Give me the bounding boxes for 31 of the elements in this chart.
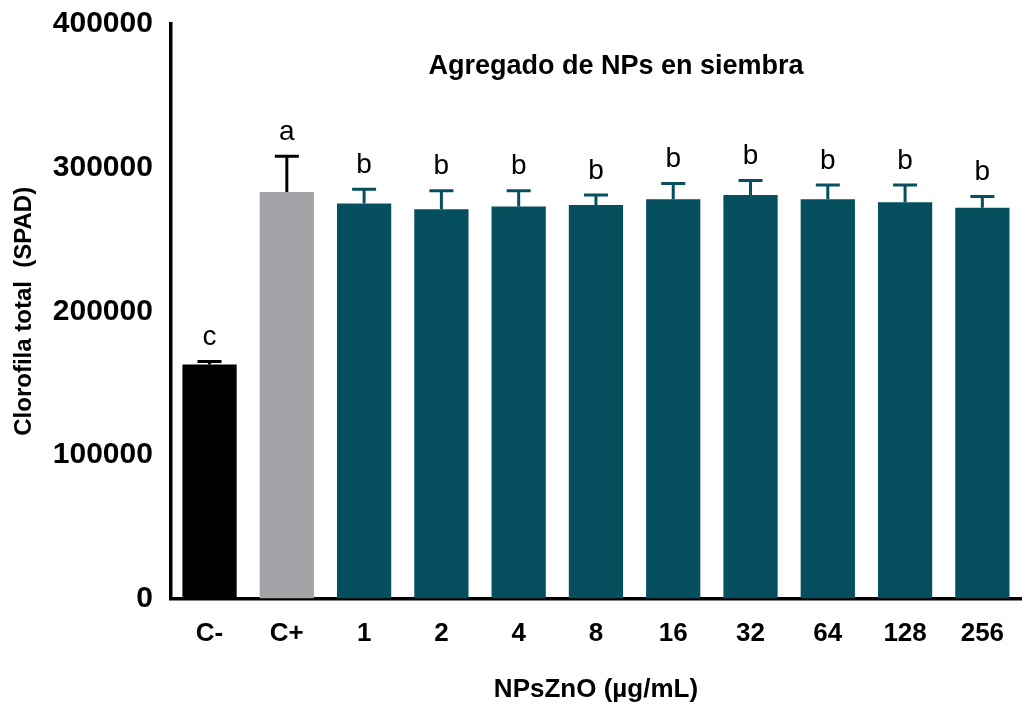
annotation: a: [279, 114, 296, 146]
x-tick-label: 4: [511, 617, 527, 648]
y-tick-label: 200000: [52, 292, 153, 326]
x-tick-label: 128: [883, 617, 927, 648]
x-tick-label: 256: [960, 617, 1005, 648]
x-axis-title: NPsZnO (µg/mL): [493, 672, 699, 703]
annotation: b: [433, 149, 450, 181]
x-tick-label: 32: [736, 617, 765, 648]
bar: [259, 192, 314, 599]
x-tick-label: C+: [269, 617, 304, 648]
annotation: b: [356, 147, 372, 179]
text: Agregado de NPs en siembra: [428, 50, 805, 81]
x-tick-label: C-: [195, 617, 224, 648]
annotation: b: [820, 143, 836, 175]
x-tick-label: 64: [813, 617, 843, 648]
annotation: c: [202, 320, 217, 352]
y-axis-title: Clorofila total (SPAD): [9, 186, 37, 436]
x-tick-label: 16: [658, 617, 688, 648]
annotation: b: [742, 139, 759, 171]
y-tick-label: 100000: [52, 436, 153, 470]
x-tick-label: 1: [356, 617, 372, 648]
annotation: b: [510, 149, 527, 181]
y-tick-label: 300000: [52, 148, 153, 182]
annotation: b: [897, 143, 913, 175]
annotation: b: [665, 142, 682, 174]
annotation: b: [974, 155, 991, 187]
y-tick-label: 400000: [52, 5, 153, 39]
x-tick-label: 2: [434, 617, 449, 648]
y-tick-label: 0: [136, 579, 153, 613]
x-tick-label: 8: [588, 617, 604, 648]
annotation: b: [588, 153, 604, 185]
